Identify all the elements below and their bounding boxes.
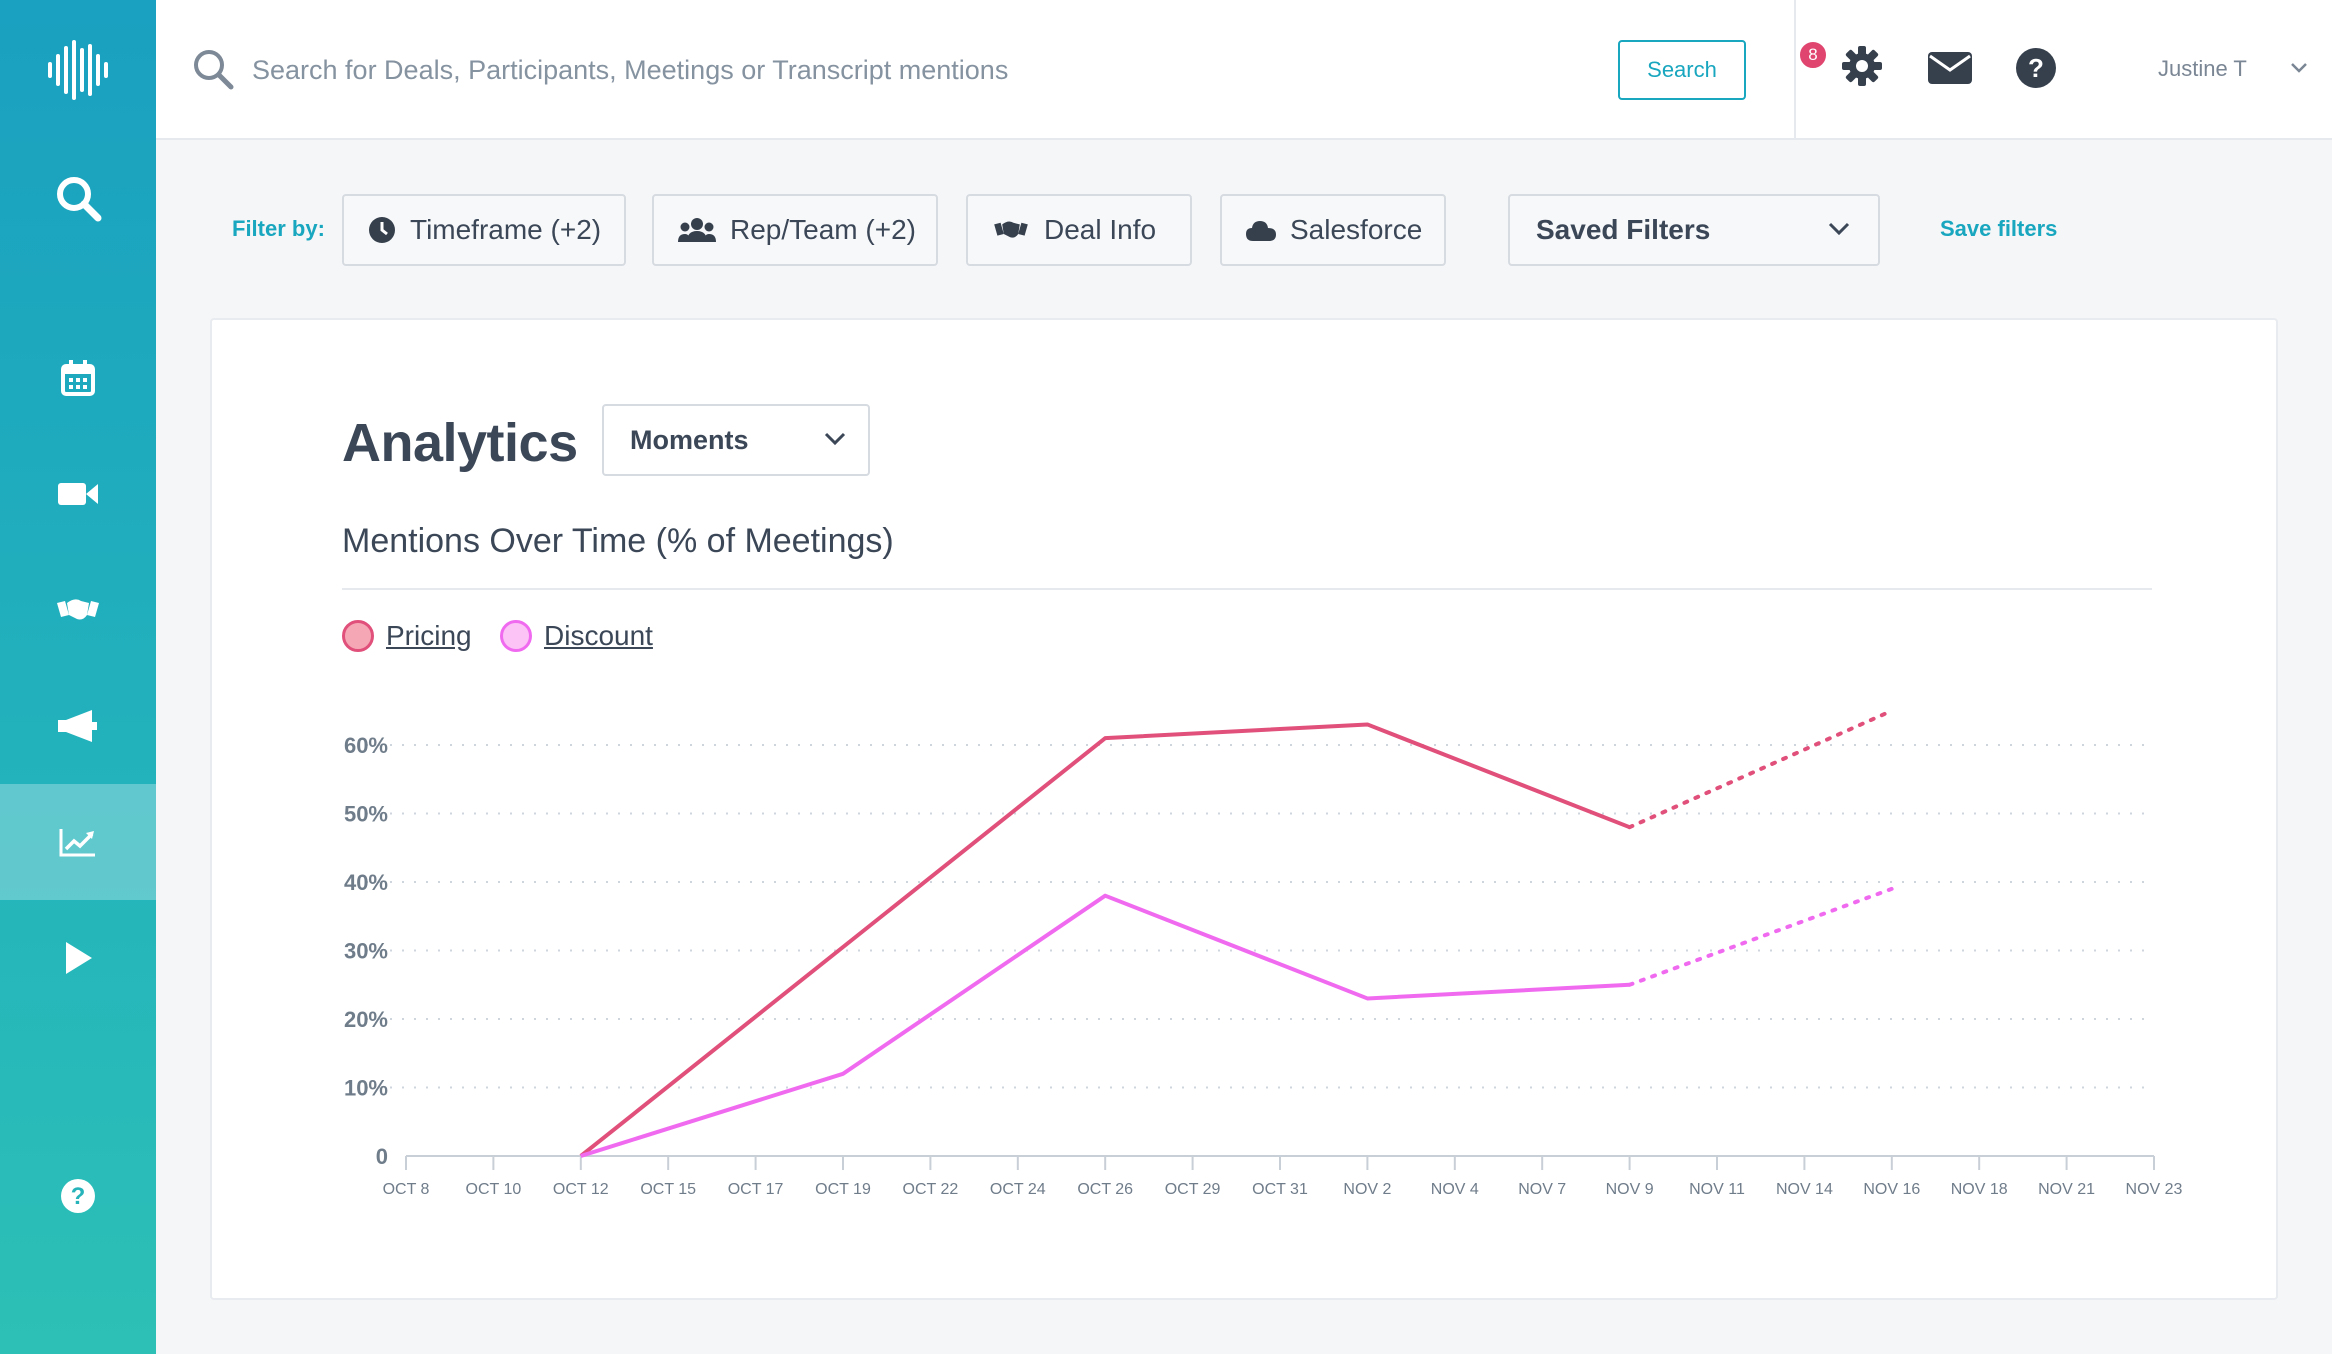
y-tick-label: 50% [344, 802, 388, 827]
filter-deal-info-button[interactable]: Deal Info [966, 194, 1192, 266]
sidebar-item-calendar[interactable] [0, 320, 156, 436]
x-tick-label: OCT 10 [466, 1181, 522, 1198]
x-tick-label: OCT 22 [903, 1181, 959, 1198]
y-tick-label: 40% [344, 870, 388, 895]
search-icon [194, 50, 234, 90]
play-icon [66, 942, 92, 974]
filter-rep-team-label: Rep/Team (+2) [730, 214, 916, 245]
sidebar-item-announcements[interactable] [0, 668, 156, 784]
filter-by-label: Filter by: [232, 216, 325, 241]
search-input[interactable] [252, 40, 1752, 100]
sidebar-item-meetings[interactable] [0, 436, 156, 552]
user-menu-name[interactable]: Justine T [2158, 56, 2247, 81]
x-tick-label: NOV 14 [1776, 1181, 1833, 1198]
y-tick-label: 30% [344, 939, 388, 964]
mail-icon[interactable] [1928, 52, 1972, 84]
filter-timeframe-label: Timeframe (+2) [410, 214, 602, 245]
x-tick-label: OCT 17 [728, 1181, 784, 1198]
series-projection-pricing [1627, 708, 1894, 830]
save-filters-link[interactable]: Save filters [1940, 216, 2058, 241]
calendar-icon [61, 360, 95, 396]
y-tick-label: 20% [344, 1007, 388, 1032]
page-title: Analytics [342, 413, 578, 473]
search-button[interactable]: Search [1618, 40, 1746, 100]
y-tick-label: 10% [344, 1076, 388, 1101]
legend-label-discount: Discount [544, 620, 653, 651]
legend-label-pricing: Pricing [386, 620, 472, 651]
clock-icon [369, 217, 395, 243]
x-tick-label: NOV 21 [2038, 1181, 2095, 1198]
cloud-icon [1246, 221, 1276, 241]
x-tick-label: OCT 15 [640, 1181, 696, 1198]
top-bar: Search 8 ? Justine T [156, 0, 2332, 140]
filter-deal-info-label: Deal Info [1044, 214, 1157, 245]
users-icon [678, 218, 716, 242]
x-tick-label: NOV 18 [1951, 1181, 2008, 1198]
help-circle-icon: ? [61, 1179, 95, 1213]
video-camera-icon [58, 483, 98, 505]
saved-filters-dropdown[interactable]: Saved Filters [1508, 194, 1880, 266]
view-select-dropdown[interactable]: Moments [602, 404, 870, 476]
sidebar: ? [0, 0, 156, 1354]
analytics-trend-icon [59, 829, 95, 857]
settings-gear-icon[interactable] [1842, 46, 1882, 86]
search-icon [57, 177, 102, 222]
x-tick-label: NOV 16 [1863, 1181, 1920, 1198]
legend-swatch-discount [500, 620, 532, 652]
sidebar-item-deals[interactable] [0, 552, 156, 668]
sidebar-item-recordings[interactable] [0, 900, 156, 1016]
x-tick-label: NOV 7 [1518, 1181, 1566, 1198]
divider [342, 588, 2152, 590]
svg-text:?: ? [71, 1183, 86, 1210]
x-tick-label: OCT 31 [1252, 1181, 1308, 1198]
handshake-icon [57, 599, 99, 620]
megaphone-icon [58, 710, 97, 742]
x-tick-label: OCT 29 [1165, 1181, 1221, 1198]
filter-timeframe-button[interactable]: Timeframe (+2) [342, 194, 626, 266]
x-tick-label: OCT 12 [553, 1181, 609, 1198]
sidebar-item-help[interactable]: ? [0, 1138, 156, 1254]
help-icon[interactable]: ? [2016, 48, 2056, 88]
chart-title: Mentions Over Time (% of Meetings) [342, 522, 894, 560]
x-tick-label: OCT 24 [990, 1181, 1046, 1198]
x-tick-label: OCT 8 [383, 1181, 430, 1198]
series-line-discount [580, 893, 1630, 1158]
handshake-icon [994, 221, 1028, 238]
y-tick-label: 60% [344, 733, 388, 758]
chevron-down-icon [824, 432, 846, 446]
saved-filters-label: Saved Filters [1536, 214, 1711, 245]
chevron-down-icon [1828, 222, 1850, 236]
chevron-down-icon[interactable] [2290, 62, 2308, 74]
legend-swatch-pricing [342, 620, 374, 652]
filter-salesforce-button[interactable]: Salesforce [1220, 194, 1446, 266]
y-tick-label: 0 [376, 1144, 388, 1169]
sidebar-item-search[interactable] [0, 140, 156, 256]
filter-rep-team-button[interactable]: Rep/Team (+2) [652, 194, 938, 266]
x-tick-label: NOV 4 [1431, 1181, 1479, 1198]
waveform-logo-icon [48, 40, 108, 100]
svg-text:?: ? [2028, 53, 2044, 83]
x-tick-label: OCT 19 [815, 1181, 871, 1198]
view-select-label: Moments [630, 424, 749, 455]
series-line-pricing [579, 722, 1631, 1158]
x-tick-label: NOV 9 [1606, 1181, 1654, 1198]
app-logo[interactable] [0, 12, 156, 128]
x-tick-label: NOV 23 [2126, 1181, 2183, 1198]
x-tick-label: NOV 11 [1689, 1181, 1745, 1198]
filter-salesforce-label: Salesforce [1290, 214, 1423, 245]
analytics-card: Analytics Moments Mentions Over Time (% … [210, 318, 2278, 1300]
x-tick-label: NOV 2 [1343, 1181, 1391, 1198]
topbar-divider [1794, 0, 1796, 140]
series-projection-discount [1627, 886, 1894, 987]
notification-badge: 8 [1798, 40, 1828, 70]
line-chart: 0 10% 20% 30% 40% 50% 60% OCT 8 OCT 10 OCT 12 OCT … [344, 708, 2183, 1198]
sidebar-item-analytics[interactable] [0, 784, 156, 900]
legend-item-discount[interactable]: Discount [500, 620, 653, 652]
legend-item-pricing[interactable]: Pricing [342, 620, 472, 652]
x-tick-label: OCT 26 [1077, 1181, 1133, 1198]
